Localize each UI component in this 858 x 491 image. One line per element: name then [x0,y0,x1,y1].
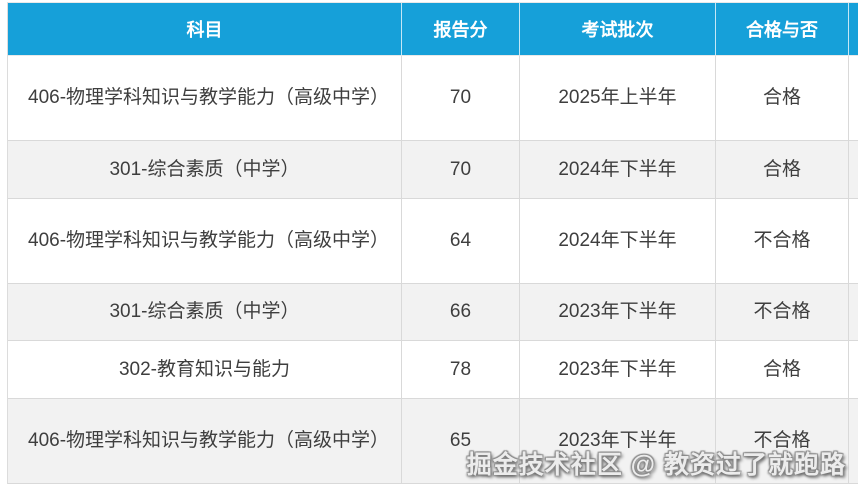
batch-cell: 2024年下半年 [520,141,716,199]
score-cell: 64 [402,199,520,284]
batch-cell: 2024年下半年 [520,199,716,284]
result-cell: 合格 [716,141,849,199]
table-row: 406-物理学科知识与教学能力（高级中学） 65 2023年下半年 不合格 [8,399,858,484]
table-row: 406-物理学科知识与教学能力（高级中学） 70 2025年上半年 合格 [8,56,858,141]
subject-cell: 301-综合素质（中学） [8,284,402,341]
batch-cell: 2025年上半年 [520,56,716,141]
table-row: 301-综合素质（中学） 66 2023年下半年 不合格 [8,284,858,341]
exam-results-table: 科目 报告分 考试批次 合格与否 406-物理学科知识与教学能力（高级中学） 7… [7,2,858,484]
score-cell: 78 [402,341,520,399]
cropped-cell [849,399,858,484]
result-cell: 合格 [716,341,849,399]
cropped-cell [849,341,858,399]
col-header-cropped [849,3,858,56]
table-row: 406-物理学科知识与教学能力（高级中学） 64 2024年下半年 不合格 [8,199,858,284]
exam-results-table-container: 科目 报告分 考试批次 合格与否 406-物理学科知识与教学能力（高级中学） 7… [7,2,858,484]
batch-cell: 2023年下半年 [520,341,716,399]
result-cell: 合格 [716,56,849,141]
result-cell: 不合格 [716,199,849,284]
col-header-result: 合格与否 [716,3,849,56]
result-cell: 不合格 [716,284,849,341]
table-row: 301-综合素质（中学） 70 2024年下半年 合格 [8,141,858,199]
subject-cell: 406-物理学科知识与教学能力（高级中学） [8,399,402,484]
score-cell: 70 [402,56,520,141]
score-cell: 65 [402,399,520,484]
header-row: 科目 报告分 考试批次 合格与否 [8,3,858,56]
batch-cell: 2023年下半年 [520,284,716,341]
cropped-cell [849,141,858,199]
cropped-cell [849,199,858,284]
cropped-cell [849,56,858,141]
batch-cell: 2023年下半年 [520,399,716,484]
cropped-cell [849,284,858,341]
subject-cell: 406-物理学科知识与教学能力（高级中学） [8,56,402,141]
subject-cell: 301-综合素质（中学） [8,141,402,199]
table-row: 302-教育知识与能力 78 2023年下半年 合格 [8,341,858,399]
col-header-subject: 科目 [8,3,402,56]
subject-cell: 302-教育知识与能力 [8,341,402,399]
col-header-score: 报告分 [402,3,520,56]
score-cell: 70 [402,141,520,199]
score-cell: 66 [402,284,520,341]
result-cell: 不合格 [716,399,849,484]
subject-cell: 406-物理学科知识与教学能力（高级中学） [8,199,402,284]
col-header-batch: 考试批次 [520,3,716,56]
